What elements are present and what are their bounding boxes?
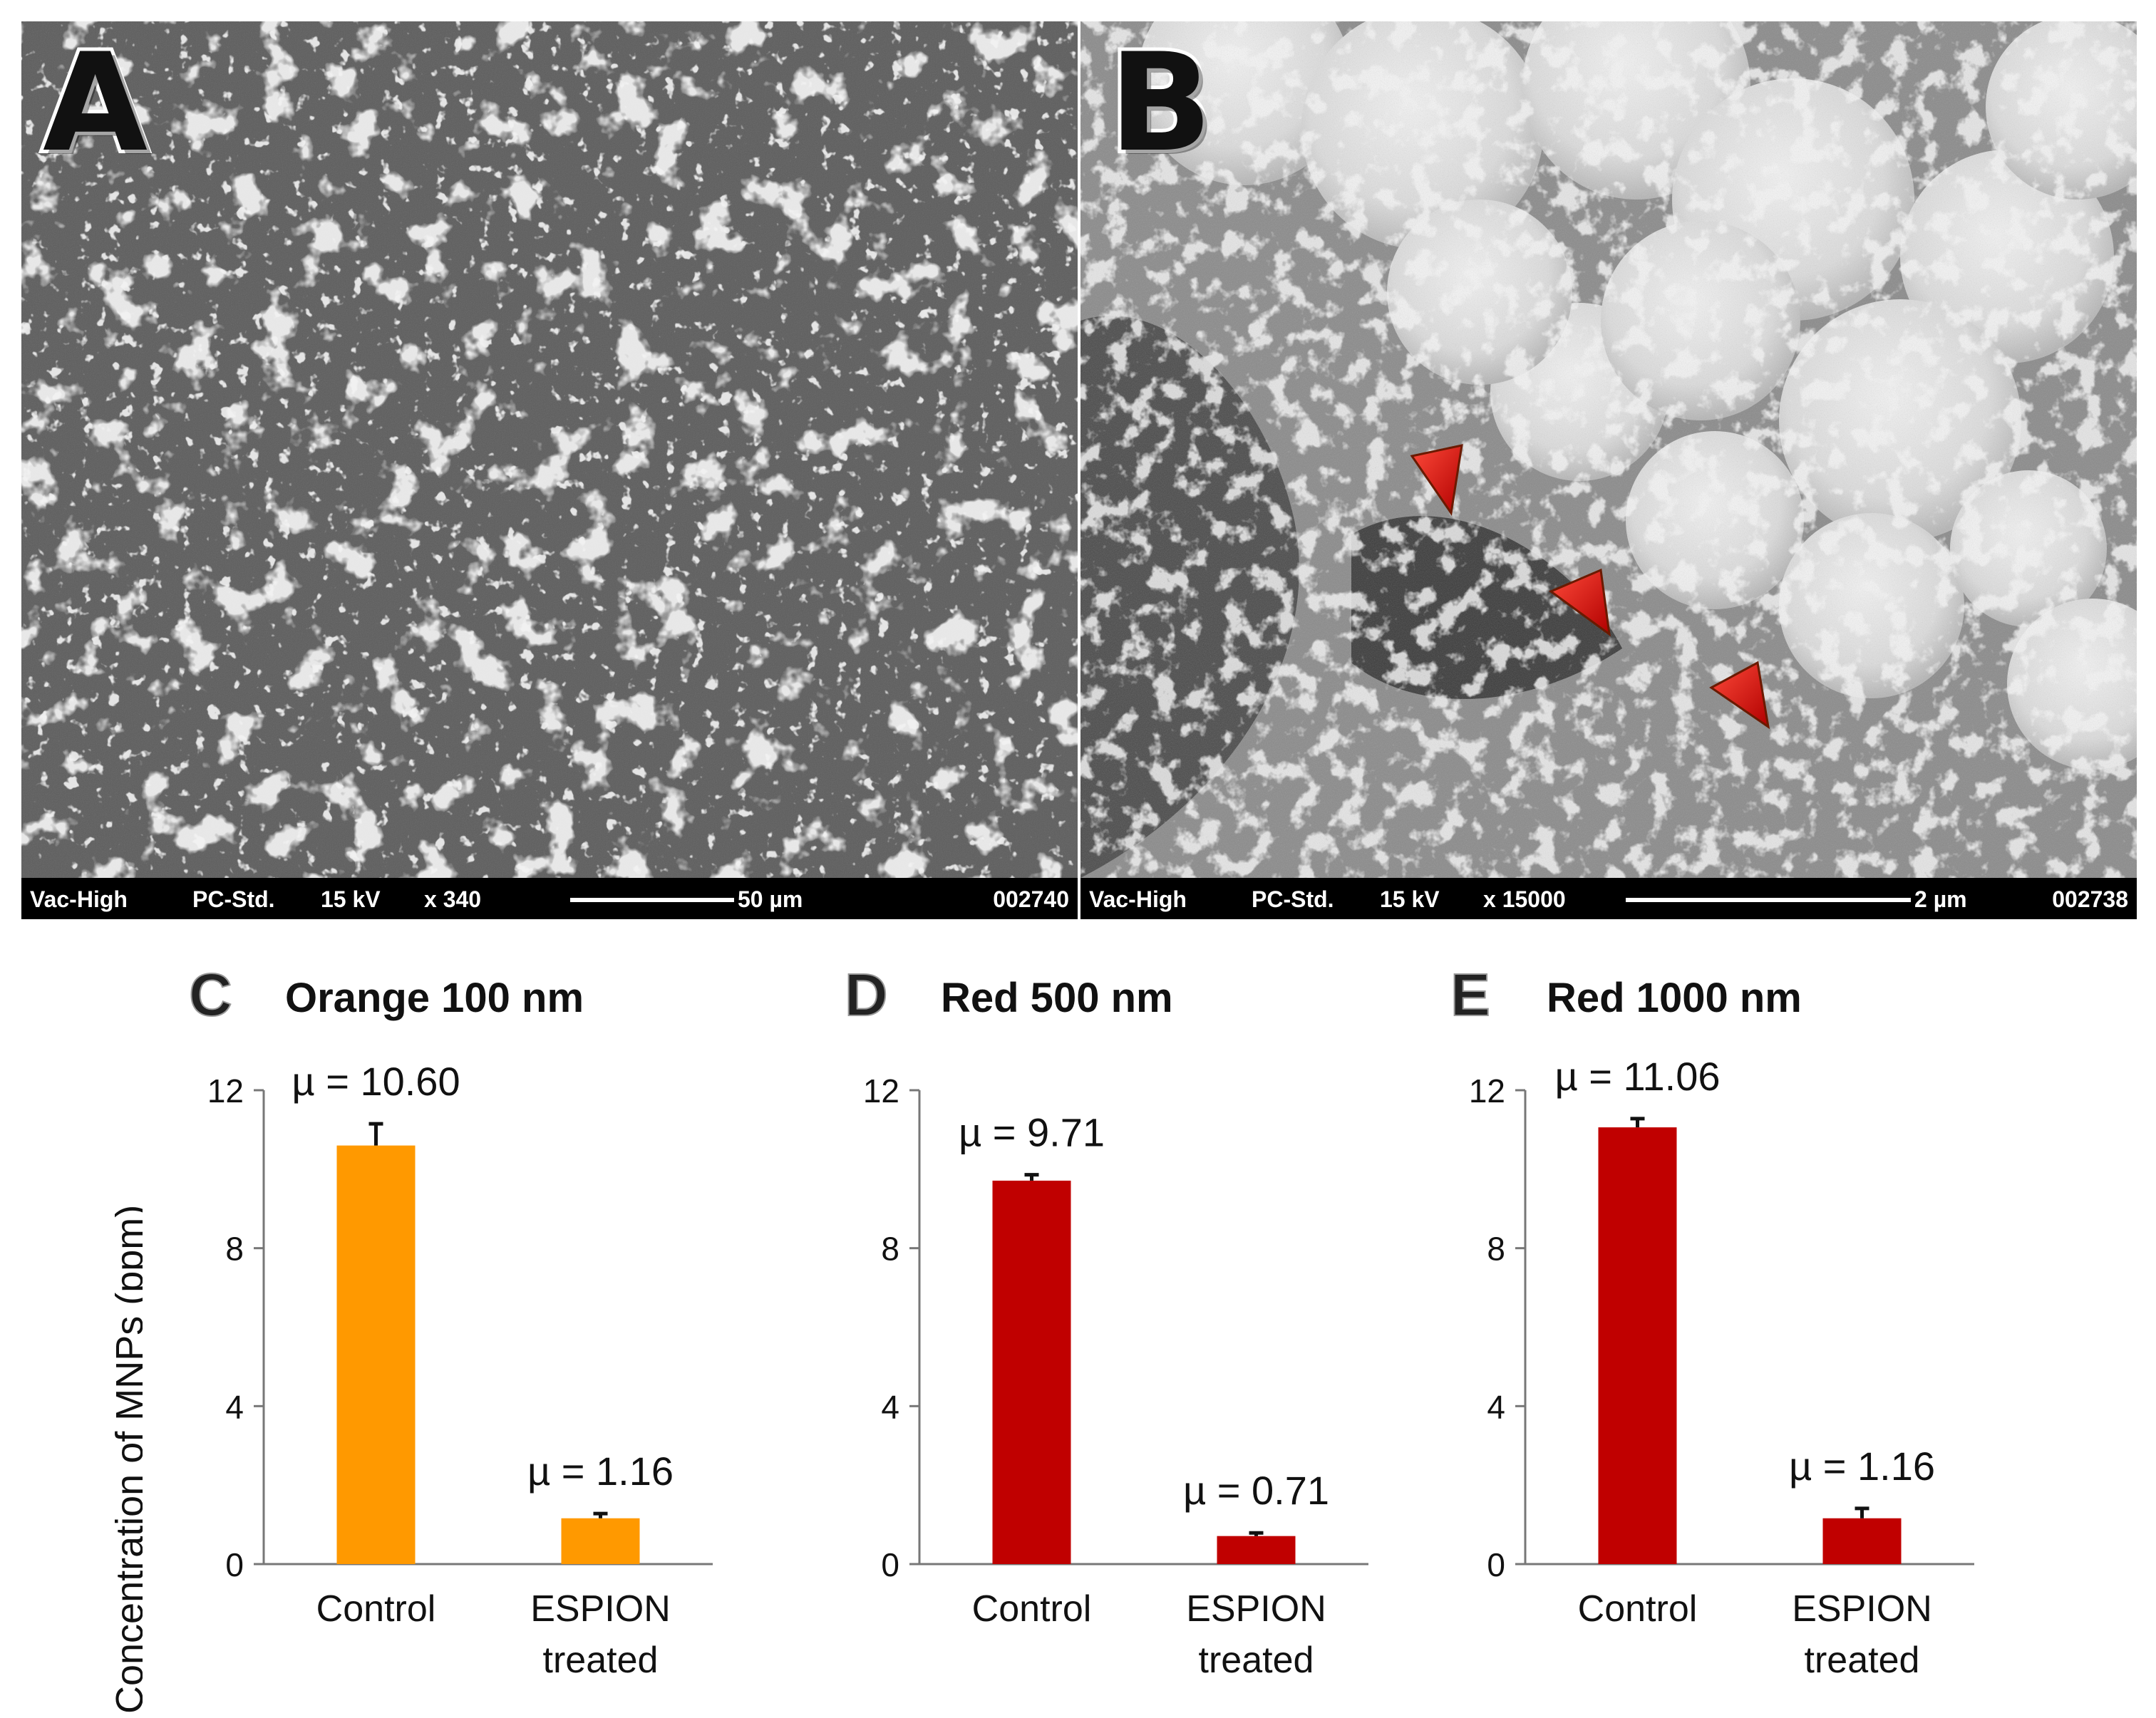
arrowhead-marker — [1410, 444, 1463, 516]
y-tick-label: 4 — [1487, 1388, 1505, 1425]
chart-e: E Red 1000 nm 0 4 8 12 µ = 11.06 Control µ = 1.1… — [1425, 941, 2053, 1714]
y-axis-title-container: Concentration of MNPs (ppm) — [108, 1205, 143, 1714]
category-label-line: ESPION — [530, 1588, 671, 1630]
category-label-line: Control — [1578, 1588, 1698, 1630]
y-tick-label: 8 — [225, 1231, 244, 1268]
y-tick-label: 12 — [863, 1072, 899, 1109]
image-number: 002740 — [993, 886, 1069, 912]
y-tick-label: 8 — [881, 1231, 899, 1268]
scale-label: 2 µm — [1914, 886, 1967, 912]
data-label: µ = 0.71 — [1183, 1468, 1329, 1513]
mode-label: PC-Std. — [192, 886, 275, 912]
category-label-line: treated — [1805, 1640, 1920, 1681]
category-label-line: ESPION — [1792, 1588, 1932, 1630]
bar — [992, 1180, 1071, 1564]
category-label-line: Control — [316, 1588, 436, 1630]
category-label-line: ESPION — [1186, 1588, 1326, 1630]
sem-info-bar-b: Vac-High PC-Std. 15 kV x 15000 2 µm 0027… — [1080, 878, 2137, 919]
image-number: 002738 — [2052, 886, 2128, 912]
category-label: ESPION treated — [1186, 1588, 1326, 1681]
data-label: µ = 9.71 — [959, 1110, 1105, 1155]
chart-c: C Orange 100 nm 0 4 8 12 µ = 10.60 Control µ = 1… — [164, 941, 791, 1714]
data-label: µ = 1.16 — [527, 1449, 674, 1494]
panel-letter-b: B — [1105, 24, 1216, 182]
scale-label: 50 µm — [738, 886, 803, 912]
bar — [336, 1145, 416, 1564]
y-axis-title: Concentration of MNPs (ppm) — [108, 1205, 143, 1714]
chart-title: Red 1000 nm — [1547, 975, 1802, 1021]
category-label: ESPION treated — [530, 1588, 671, 1681]
y-tick-label: 12 — [207, 1072, 244, 1109]
magnification-label: x 340 — [424, 886, 482, 912]
data-label: µ = 10.60 — [292, 1059, 460, 1104]
category-label: Control — [316, 1588, 436, 1630]
sem-image-a: A Vac-High PC-Std. 15 kV x 340 50 µm 002… — [21, 21, 1078, 919]
arrowhead-marker — [1709, 661, 1770, 730]
category-label-line: Control — [972, 1588, 1092, 1630]
data-label: µ = 11.06 — [1554, 1054, 1720, 1099]
chart-d: D Red 500 nm 0 4 8 12 µ = 9.71 Control µ = 0.71 E… — [820, 941, 1447, 1714]
y-tick-label: 0 — [225, 1546, 244, 1583]
panel-letter-a: A — [39, 24, 151, 182]
category-label-line: treated — [1199, 1640, 1314, 1681]
data-label: µ = 1.16 — [1789, 1444, 1935, 1489]
y-tick-label: 4 — [881, 1388, 899, 1425]
y-tick-label: 4 — [225, 1388, 244, 1425]
vacuum-label: Vac-High — [30, 886, 128, 912]
bar — [1822, 1518, 1902, 1564]
arrowhead-marker — [1548, 568, 1611, 637]
category-label-line: treated — [543, 1640, 659, 1681]
chart-title: Red 500 nm — [941, 975, 1173, 1021]
scale-bar — [570, 898, 734, 902]
vacuum-label: Vac-High — [1089, 886, 1187, 912]
sem-info-bar-a: Vac-High PC-Std. 15 kV x 340 50 µm 00274… — [21, 878, 1078, 919]
voltage-label: 15 kV — [321, 886, 381, 912]
scale-bar — [1626, 898, 1911, 902]
bar — [1598, 1127, 1677, 1564]
category-label: ESPION treated — [1792, 1588, 1932, 1681]
sem-micrograph-a — [21, 21, 1078, 878]
sem-micrograph-b — [1080, 21, 2137, 878]
y-tick-label: 0 — [1487, 1546, 1505, 1583]
y-tick-label: 0 — [881, 1546, 899, 1583]
red-arrowhead-markers — [1410, 444, 1770, 730]
y-tick-label: 12 — [1469, 1072, 1505, 1109]
panel-letter: E — [1450, 961, 1490, 1028]
category-label: Control — [972, 1588, 1092, 1630]
mode-label: PC-Std. — [1252, 886, 1334, 912]
magnification-label: x 15000 — [1483, 886, 1566, 912]
y-tick-label: 8 — [1487, 1231, 1505, 1268]
sem-image-b: B Vac-High PC-Std. 15 kV x 15000 2 µm 00… — [1080, 21, 2137, 919]
panel-letter: C — [189, 961, 232, 1028]
category-label: Control — [1578, 1588, 1698, 1630]
bar — [1217, 1536, 1296, 1564]
panel-letter: D — [845, 961, 888, 1028]
bar — [561, 1518, 640, 1564]
chart-title: Orange 100 nm — [285, 975, 584, 1021]
voltage-label: 15 kV — [1380, 886, 1440, 912]
